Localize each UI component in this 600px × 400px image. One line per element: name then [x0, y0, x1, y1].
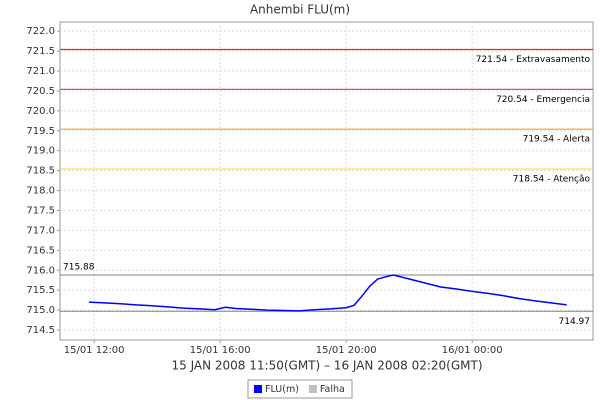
threshold-label: 720.54 - Emergencia	[496, 95, 590, 105]
y-tick-label: 717.0	[26, 225, 55, 236]
plot-area	[59, 21, 594, 341]
threshold-label: 721.54 - Extravasamento	[476, 55, 591, 65]
x-tick-label: 15/01 12:00	[64, 345, 125, 356]
legend-label: Falha	[320, 384, 345, 395]
reference-label: 715.88	[63, 263, 95, 273]
threshold-label: 719.54 - Alerta	[523, 135, 590, 145]
y-tick-label: 719.5	[26, 126, 55, 137]
y-tick-label: 716.0	[26, 265, 55, 276]
legend-swatch	[308, 385, 317, 393]
threshold-label: 718.54 - Atenção	[513, 175, 591, 185]
y-tick-label: 721.0	[26, 66, 55, 77]
y-tick-label: 717.5	[26, 205, 55, 216]
data-line	[88, 274, 567, 312]
chart-title: Anhembi FLU(m)	[250, 3, 350, 17]
reference-label: 714.97	[559, 317, 591, 327]
y-tick-label: 715.5	[26, 285, 55, 296]
legend-swatch	[254, 385, 262, 393]
y-tick-label: 714.5	[26, 325, 55, 336]
x-tick-label: 16/01 00:00	[442, 345, 503, 356]
chart-subtitle: 15 JAN 2008 11:50(GMT) – 16 JAN 2008 02:…	[171, 359, 482, 373]
y-tick-label: 721.5	[26, 46, 55, 57]
legend-label: FLU(m)	[265, 384, 299, 395]
y-tick-label: 722.0	[26, 26, 55, 37]
x-tick-label: 15/01 16:00	[190, 345, 251, 356]
y-tick-label: 716.5	[26, 245, 55, 256]
y-tick-label: 715.0	[26, 305, 55, 316]
y-tick-label: 718.0	[26, 186, 55, 197]
y-tick-label: 720.5	[26, 86, 55, 97]
x-tick-label: 15/01 20:00	[316, 345, 377, 356]
y-tick-label: 720.0	[26, 106, 55, 117]
y-tick-label: 718.5	[26, 166, 55, 177]
y-tick-label: 719.0	[26, 146, 55, 157]
legend-box	[247, 379, 353, 399]
